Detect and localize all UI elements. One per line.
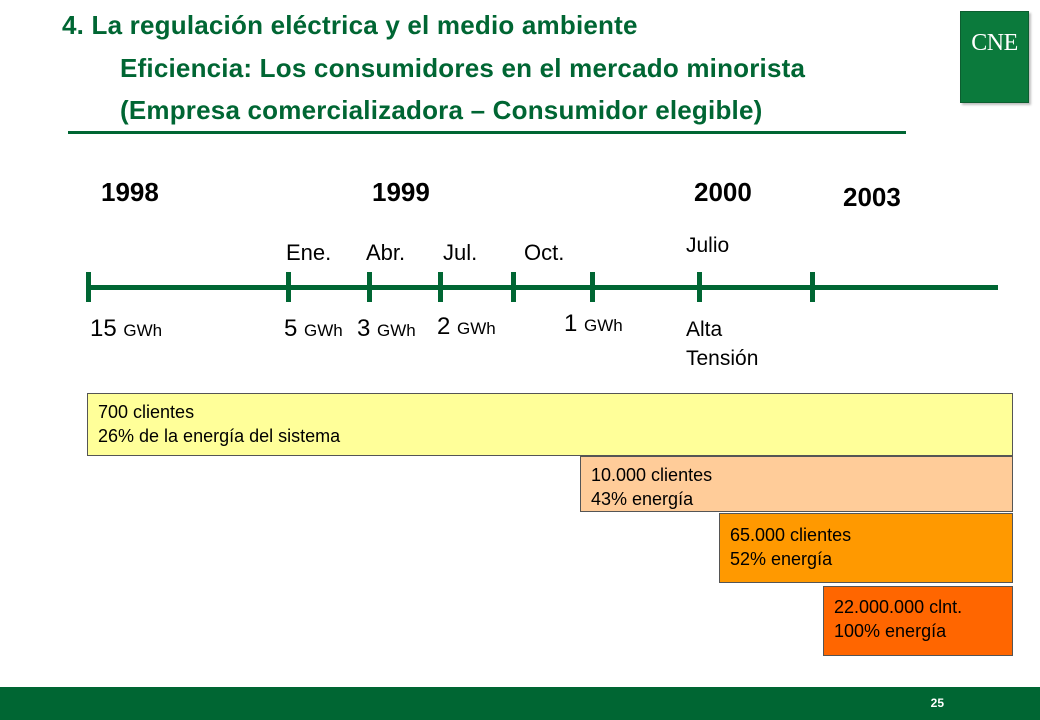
month-oct: Oct.: [524, 240, 565, 265]
timeline-tick-2000: [697, 272, 702, 302]
month-abr: Abr.: [366, 240, 406, 265]
title-underline: [68, 131, 906, 134]
threshold-3-gwh: 3 GWh: [357, 315, 416, 343]
threshold-value: 2: [437, 313, 451, 340]
box-line2: 100% energía: [834, 621, 947, 641]
timeline-tick-oct: [511, 272, 516, 302]
box-line2: 52% energía: [730, 549, 833, 569]
threshold-2-gwh: 2 GWh: [437, 313, 496, 341]
box-65000-clientes: 65.000 clientes 52% energía: [719, 513, 1013, 583]
threshold-value: 15: [90, 315, 117, 342]
box-22000000-clientes: 22.000.000 clnt. 100% energía: [823, 586, 1013, 656]
cne-logo: CNE: [960, 11, 1029, 103]
title-line-2: Eficiencia: Los consumidores en el merca…: [120, 53, 806, 83]
threshold-unit: GWh: [304, 321, 343, 340]
box-line2: 43% energía: [591, 489, 694, 509]
threshold-1-gwh: 1 GWh: [564, 310, 623, 338]
timeline-tick-abr: [367, 272, 372, 302]
month-ene: Ene.: [286, 240, 332, 265]
box-line2: 26% de la energía del sistema: [98, 426, 341, 446]
box-700-clientes: 700 clientes 26% de la energía del siste…: [87, 393, 1013, 456]
alta-tension-line2: Tensión: [686, 347, 759, 370]
alta-tension-line1: Alta: [686, 318, 723, 341]
logo-text: CNE: [971, 30, 1018, 56]
timeline-tick-ene: [286, 272, 291, 302]
alta-tension-label: Alta Tensión: [686, 315, 758, 373]
timeline-tick-2003: [810, 272, 815, 302]
month-julio-2000: Julio: [686, 234, 730, 257]
timeline-tick-jul: [438, 272, 443, 302]
year-2003: 2003: [843, 182, 901, 212]
threshold-unit: GWh: [457, 319, 496, 338]
timeline-axis: [86, 285, 998, 290]
title-line-1: 4. La regulación eléctrica y el medio am…: [62, 10, 638, 40]
year-1999: 1999: [372, 177, 430, 207]
title-line-3: (Empresa comercializadora – Consumidor e…: [120, 95, 763, 125]
threshold-15-gwh: 15 GWh: [90, 315, 162, 343]
timeline-tick-1998: [86, 272, 91, 302]
year-2000: 2000: [694, 177, 752, 207]
box-line1: 22.000.000 clnt.: [834, 597, 963, 617]
threshold-unit: GWh: [123, 321, 163, 340]
year-1998: 1998: [101, 177, 159, 207]
footer-bar: 25: [0, 687, 1040, 720]
month-jul: Jul.: [443, 240, 478, 265]
threshold-unit: GWh: [584, 316, 623, 335]
page-number: 25: [930, 696, 944, 710]
threshold-value: 3: [357, 315, 371, 342]
box-line1: 10.000 clientes: [591, 465, 713, 485]
box-line1: 65.000 clientes: [730, 525, 852, 545]
threshold-value: 1: [564, 310, 578, 337]
box-line1: 700 clientes: [98, 402, 195, 422]
box-10000-clientes: 10.000 clientes 43% energía: [580, 456, 1013, 512]
timeline-tick-late-1999: [590, 272, 595, 302]
threshold-value: 5: [284, 315, 298, 342]
threshold-unit: GWh: [377, 321, 416, 340]
threshold-5-gwh: 5 GWh: [284, 315, 343, 343]
